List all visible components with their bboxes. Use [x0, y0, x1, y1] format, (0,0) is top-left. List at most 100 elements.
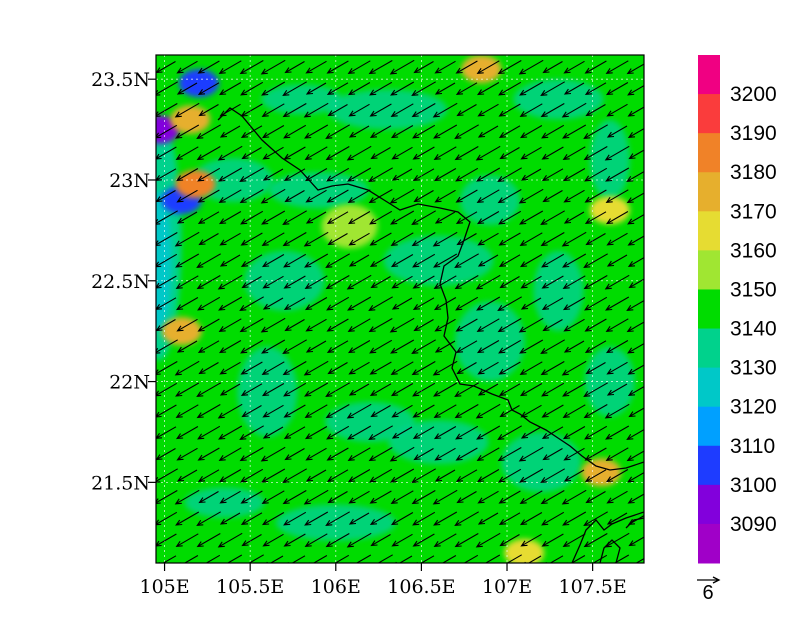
colorbar-label-10: 3190 [730, 122, 777, 145]
wind-vector-56 [369, 103, 392, 117]
wind-vector-353 [325, 382, 350, 397]
wind-vector-113 [604, 145, 630, 161]
wind-vector-529 [158, 555, 177, 563]
wind-vector-232 [196, 275, 221, 290]
wind-vector-213 [283, 253, 307, 268]
wind-vector-85 [498, 125, 521, 138]
wind-vector-434 [584, 447, 607, 461]
wind-vector-305 [282, 339, 307, 354]
wind-vector-351 [283, 382, 307, 397]
wind-vector-241 [391, 275, 413, 289]
wind-vector-495 [412, 511, 436, 526]
wind-vector-281 [260, 317, 286, 333]
wind-vector-426 [413, 448, 434, 461]
wind-vector-462 [198, 491, 219, 504]
contour-feature-2 [178, 69, 219, 98]
wind-vector-280 [239, 318, 264, 333]
wind-vector-216 [348, 254, 370, 267]
wind-vector-225 [541, 253, 565, 268]
wind-vector-174 [434, 211, 456, 224]
wind-vector-107 [475, 145, 501, 161]
wind-vector-420 [284, 448, 305, 461]
wind-vector-358 [433, 382, 458, 397]
wind-vector-378 [370, 405, 391, 418]
wind-vector-369 [175, 404, 199, 418]
wind-vector-321 [627, 343, 644, 354]
colorbar-label-7: 3160 [730, 239, 777, 262]
wind-vector-440 [218, 469, 242, 483]
wind-vector-96 [241, 147, 262, 160]
wind-vector-40 [519, 81, 544, 96]
wind-vector-180 [563, 211, 585, 224]
wind-vector-111 [562, 146, 586, 160]
wind-vector-24 [176, 82, 198, 95]
wind-vector-245 [475, 274, 501, 290]
coastline [571, 511, 644, 563]
wind-vector-151 [434, 189, 456, 203]
wind-vector-153 [476, 189, 500, 203]
wind-vector-100 [325, 146, 350, 161]
wind-vector-233 [217, 274, 243, 290]
gridlines [156, 55, 644, 563]
wind-vector-337 [477, 361, 499, 375]
wind-vector-57 [390, 103, 414, 117]
wind-vector-118 [218, 167, 243, 182]
wind-vector-98 [283, 146, 306, 160]
wind-vector-128 [433, 168, 457, 182]
wind-vector-389 [604, 403, 630, 419]
wind-vector-109 [520, 146, 542, 160]
wind-vector-478 [540, 490, 565, 505]
wind-vector-372 [241, 405, 262, 418]
colorbar-label-3: 3120 [730, 396, 777, 419]
wind-vector-460 [156, 490, 178, 504]
wind-vector-46 [156, 103, 178, 117]
wind-vector-222 [477, 254, 499, 267]
wind-vector-522 [499, 534, 520, 547]
wind-vector-545 [501, 554, 522, 563]
wind-vector-66 [585, 104, 606, 117]
wind-vector-355 [369, 383, 392, 396]
wind-vector-162 [176, 211, 198, 224]
wind-vector-22 [626, 63, 644, 75]
wind-vector-5 [260, 59, 286, 75]
wind-vector-217 [369, 254, 392, 267]
wind-vector-302 [218, 340, 242, 354]
wind-vector-92 [156, 146, 177, 160]
wind-vector-101 [346, 145, 372, 161]
wind-vector-541 [416, 555, 435, 563]
wind-vector-50 [240, 103, 263, 117]
wind-vector-244 [454, 275, 479, 290]
wind-vector-51 [261, 103, 285, 117]
wind-vector-117 [197, 167, 221, 182]
wind-vector-464 [240, 490, 263, 504]
colorbar-swatch-1 [698, 94, 720, 134]
wind-vector-190 [282, 232, 307, 247]
wind-vector-29 [282, 81, 307, 96]
colorbar-swatch-3 [698, 172, 720, 212]
wind-vector-442 [261, 468, 286, 483]
wind-vector-240 [370, 276, 391, 289]
wind-vector-537 [329, 554, 350, 563]
wind-vector-396 [262, 426, 284, 439]
plot-frame [155, 54, 645, 564]
x-tick-label-2: 106E [311, 576, 361, 598]
wind-vector-131 [497, 167, 522, 182]
wind-vector-62 [498, 103, 521, 117]
wind-vector-130 [476, 167, 501, 182]
wind-vector-266 [433, 297, 457, 311]
wind-vector-477 [519, 490, 543, 504]
wind-vector-390 [628, 407, 644, 418]
wind-vector-530 [179, 555, 199, 563]
wind-vector-13 [434, 60, 456, 74]
wind-vector-123 [326, 167, 350, 182]
wind-vector-406 [476, 425, 501, 440]
wind-vector-402 [391, 426, 413, 439]
x-tick-label-0: 105E [139, 576, 189, 598]
wind-vector-370 [196, 404, 221, 419]
wind-vector-446 [347, 469, 371, 483]
wind-vector-501 [541, 511, 565, 526]
wind-vector-318 [563, 340, 585, 353]
contour-patch-0 [193, 157, 274, 202]
wind-vector-124 [347, 167, 372, 182]
wind-vector-524 [541, 533, 564, 547]
